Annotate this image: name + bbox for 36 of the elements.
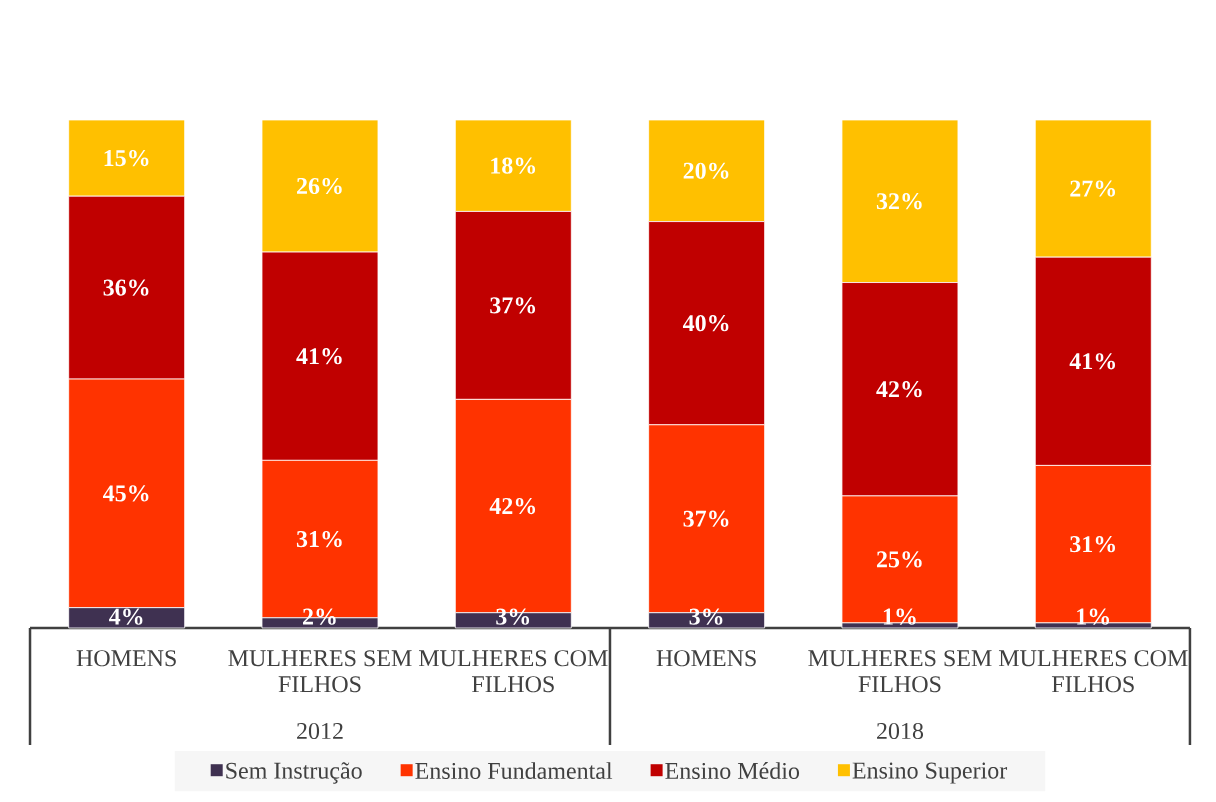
text: 2018 — [877, 722, 924, 740]
data-label: 37% — [490, 297, 536, 314]
x-tick-label: MULHERES COM FILHOS — [418, 650, 608, 693]
x-tick-label: MULHERES SEM FILHOS — [228, 650, 412, 693]
data-label: 40% — [682, 315, 729, 332]
legend-label: Ensino Médio — [665, 762, 800, 780]
x-tick-label: HOMENS — [76, 650, 176, 667]
data-label: 20% — [683, 162, 729, 179]
legend-label: Ensino Superior — [852, 762, 1008, 784]
data-label: 45% — [103, 485, 149, 502]
data-label: 15% — [104, 149, 149, 167]
data-label: 31% — [296, 530, 342, 548]
data-label: 36% — [103, 279, 149, 296]
text: 2012 — [297, 722, 343, 740]
data-label: 32% — [876, 193, 922, 210]
x-tick-label: MULHERES SEM FILHOS — [808, 650, 992, 693]
legend-label: Sem Instrução — [226, 762, 362, 784]
data-label: 4% — [109, 608, 143, 625]
x-tick-label: HOMENS — [656, 650, 756, 667]
data-label: 1% — [883, 608, 916, 625]
data-label: 41% — [1069, 353, 1116, 370]
legend-label: Ensino Fundamental — [415, 762, 613, 780]
data-label: 27% — [1070, 180, 1116, 197]
data-label: 3% — [496, 608, 530, 625]
x-tick-label: MULHERES COM FILHOS — [998, 650, 1188, 693]
data-label: 42% — [489, 497, 536, 515]
data-label: 26% — [297, 177, 342, 195]
data-label: 18% — [491, 157, 536, 174]
data-label: 3% — [689, 608, 723, 625]
data-label: 41% — [296, 348, 342, 365]
data-label: 1% — [1077, 608, 1110, 625]
data-label: 2% — [303, 608, 336, 625]
data-label: 42% — [876, 381, 922, 398]
data-label: 37% — [683, 510, 729, 527]
data-label: 31% — [1070, 536, 1116, 553]
data-label: 25% — [876, 551, 922, 568]
